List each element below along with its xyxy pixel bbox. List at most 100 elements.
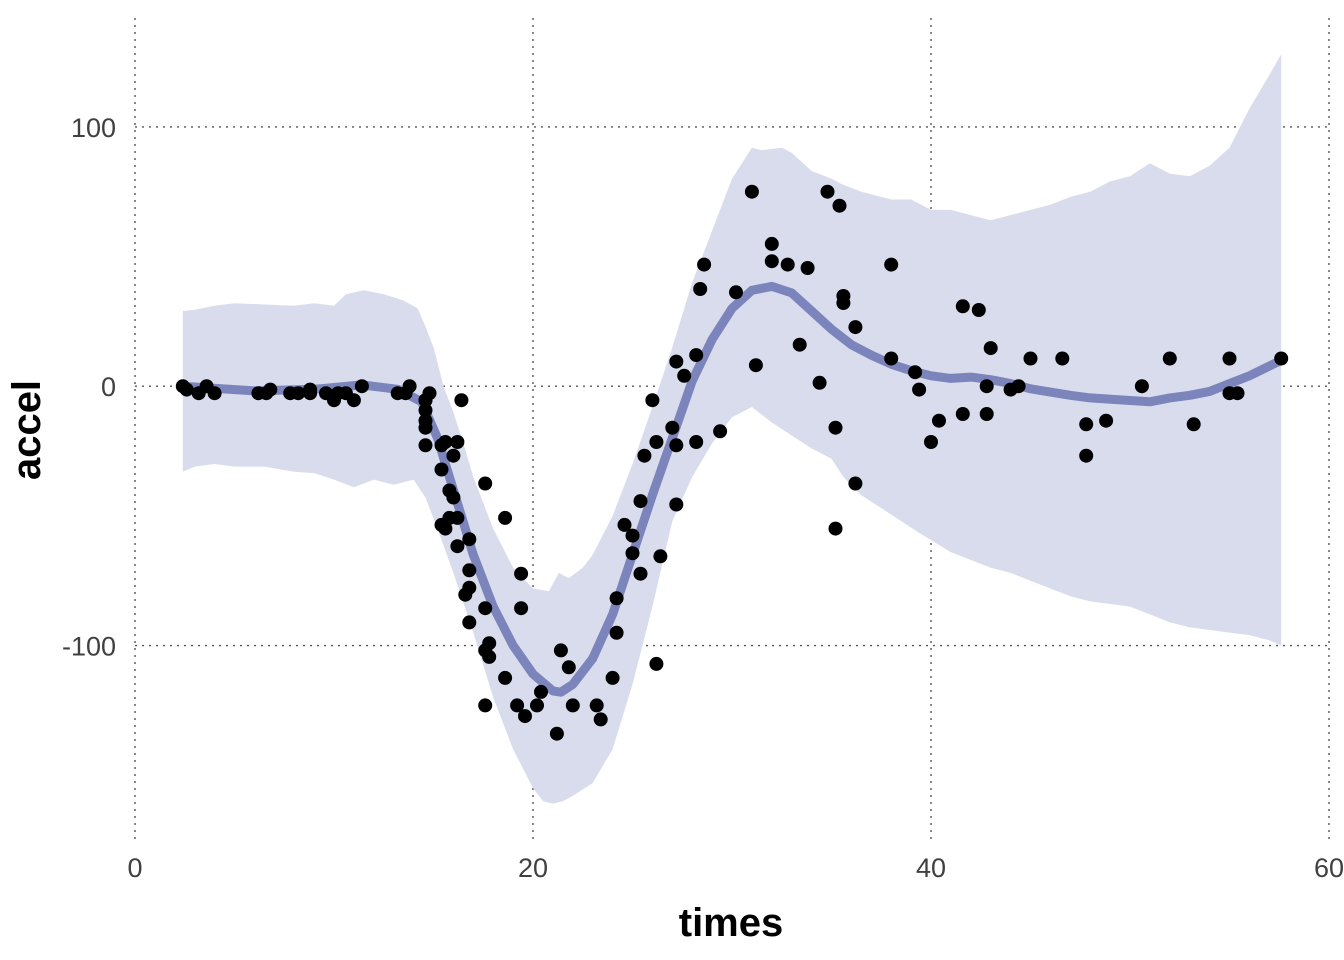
data-point	[792, 337, 807, 352]
data-point	[498, 510, 513, 525]
data-point	[1079, 448, 1094, 463]
data-point	[1134, 379, 1149, 394]
data-point	[462, 563, 477, 578]
y-tick-label: -100	[62, 632, 116, 662]
data-point	[828, 420, 843, 435]
data-point	[713, 424, 728, 439]
data-point	[677, 368, 692, 383]
data-point	[207, 386, 222, 401]
confidence-band-group	[182, 54, 1282, 804]
data-point	[669, 497, 684, 512]
data-point	[617, 517, 632, 532]
data-point	[438, 521, 453, 536]
confidence-band	[182, 54, 1282, 804]
data-point	[1222, 351, 1237, 366]
data-point	[291, 386, 306, 401]
data-point	[955, 407, 970, 421]
data-point	[748, 358, 763, 373]
data-point	[669, 438, 684, 453]
data-point	[669, 354, 684, 369]
x-tick-label: 0	[127, 853, 142, 883]
data-point	[764, 236, 779, 251]
data-point	[645, 393, 660, 408]
data-point	[848, 476, 863, 491]
x-tick-label: 20	[518, 853, 548, 883]
x-tick-label: 40	[916, 853, 946, 883]
data-point	[1099, 413, 1114, 428]
data-point	[955, 299, 970, 314]
data-point	[800, 261, 815, 275]
data-point	[932, 413, 946, 428]
data-point	[828, 521, 843, 536]
y-axis-title: accel	[5, 380, 49, 480]
data-point	[1274, 351, 1289, 366]
data-point	[354, 379, 369, 394]
data-point	[693, 282, 708, 296]
data-point	[482, 649, 497, 664]
data-point	[609, 591, 624, 606]
data-point	[1023, 351, 1038, 366]
data-point	[438, 435, 453, 449]
data-point	[979, 379, 994, 394]
data-point	[689, 435, 704, 449]
data-point	[633, 566, 648, 581]
data-point	[812, 375, 827, 390]
data-point	[561, 660, 576, 675]
data-point	[450, 435, 465, 449]
tick-labels: 0 20 40 60 -100 0 100	[62, 113, 1344, 883]
data-point	[649, 656, 664, 671]
data-point	[518, 709, 532, 724]
data-point	[462, 615, 477, 630]
data-point	[633, 494, 648, 509]
data-point	[462, 580, 477, 595]
data-point	[689, 348, 704, 363]
data-point	[605, 670, 620, 685]
y-tick-label: 0	[101, 372, 116, 402]
data-point	[565, 698, 580, 713]
points-group	[175, 184, 1289, 741]
data-point	[553, 643, 568, 658]
data-point	[514, 566, 529, 581]
data-point	[848, 320, 863, 335]
data-point	[653, 549, 668, 564]
data-point	[179, 382, 194, 397]
data-point	[649, 435, 664, 449]
data-point	[697, 257, 712, 272]
data-point	[478, 601, 493, 616]
data-point	[263, 382, 278, 397]
data-point	[764, 254, 779, 269]
data-point	[1055, 351, 1070, 366]
data-point	[530, 698, 544, 713]
data-point	[637, 448, 652, 463]
data-point	[609, 625, 624, 640]
data-point	[418, 420, 433, 435]
data-point	[593, 712, 608, 727]
data-point	[418, 438, 433, 453]
data-point	[908, 365, 923, 380]
data-point	[971, 303, 986, 317]
data-point	[549, 726, 564, 741]
data-point	[514, 601, 529, 616]
data-point	[836, 289, 851, 303]
data-point	[1230, 386, 1245, 401]
data-point	[924, 435, 938, 449]
data-point	[1011, 379, 1026, 394]
data-point	[478, 476, 493, 491]
data-point	[832, 198, 847, 213]
data-point	[478, 698, 493, 713]
data-point	[665, 420, 680, 435]
y-tick-label: 100	[71, 113, 116, 143]
data-point	[625, 528, 640, 543]
data-point	[446, 448, 461, 463]
data-point	[498, 670, 513, 685]
data-point	[346, 393, 361, 408]
data-point	[780, 257, 795, 272]
data-point	[450, 539, 465, 554]
data-point	[1186, 417, 1201, 432]
data-point	[402, 379, 417, 394]
data-point	[534, 684, 548, 699]
data-point	[434, 462, 449, 477]
data-point	[454, 393, 469, 408]
data-point	[462, 532, 477, 547]
